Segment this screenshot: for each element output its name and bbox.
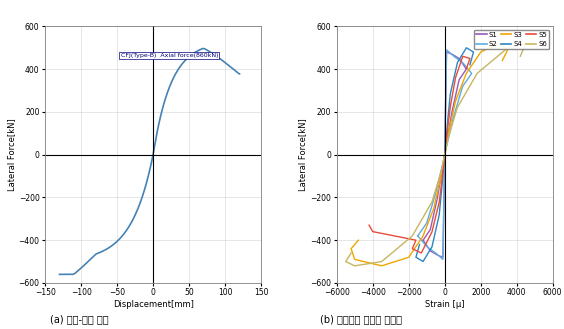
S1 — [450, 53, 456, 57]
S2 — [442, 153, 448, 157]
Line: S1: S1 — [445, 52, 466, 155]
S5 — [443, 132, 450, 136]
S4 — [446, 108, 452, 112]
S5 — [442, 153, 448, 157]
S5 — [442, 146, 449, 150]
S1 — [443, 146, 450, 150]
S5 — [464, 64, 471, 68]
S6 — [517, 54, 524, 58]
S6 — [442, 148, 449, 152]
S2 — [452, 55, 459, 59]
X-axis label: Displacement[mm]: Displacement[mm] — [113, 300, 193, 309]
S4 — [443, 127, 450, 131]
X-axis label: Strain [μ]: Strain [μ] — [425, 300, 465, 309]
Text: CFJ(Type-B)  Axial force(860kN): CFJ(Type-B) Axial force(860kN) — [121, 53, 218, 58]
S4 — [466, 63, 473, 67]
S2 — [447, 51, 453, 55]
S4 — [463, 46, 470, 50]
S3 — [495, 41, 502, 45]
S3 — [443, 144, 450, 148]
S5 — [463, 67, 470, 71]
S4 — [442, 153, 448, 157]
S2 — [442, 102, 449, 106]
Text: (b) 두부보강 철근의 변형률: (b) 두부보강 철근의 변형률 — [320, 315, 402, 324]
S2 — [442, 119, 449, 123]
S6 — [519, 48, 526, 52]
S5 — [442, 148, 448, 152]
S6 — [443, 146, 450, 150]
Y-axis label: Lateral Force[kN]: Lateral Force[kN] — [7, 118, 16, 191]
S2 — [443, 147, 450, 151]
S3 — [442, 147, 449, 151]
S2 — [443, 48, 450, 52]
S4 — [468, 57, 475, 61]
Y-axis label: Lateral Force[kN]: Lateral Force[kN] — [298, 118, 307, 191]
S1 — [442, 120, 449, 124]
Line: S4: S4 — [445, 48, 474, 155]
Line: S2: S2 — [445, 50, 472, 155]
S6 — [450, 118, 457, 122]
S1 — [442, 153, 448, 157]
S1 — [442, 153, 448, 157]
S6 — [442, 153, 448, 157]
S1 — [446, 51, 453, 55]
S3 — [447, 122, 454, 126]
S3 — [451, 104, 458, 108]
S4 — [442, 145, 449, 149]
S5 — [446, 118, 452, 122]
Line: S5: S5 — [445, 56, 470, 155]
S4 — [442, 147, 448, 151]
S6 — [518, 51, 525, 55]
S1 — [442, 103, 449, 107]
S4 — [468, 59, 474, 63]
S2 — [442, 150, 449, 154]
S1 — [442, 149, 449, 153]
S5 — [465, 62, 472, 66]
S5 — [460, 54, 466, 58]
S3 — [442, 153, 448, 157]
Line: S6: S6 — [445, 43, 526, 155]
S3 — [499, 59, 506, 63]
Line: S3: S3 — [445, 43, 508, 155]
S6 — [446, 132, 453, 136]
S3 — [502, 53, 509, 57]
S6 — [522, 41, 529, 45]
S3 — [501, 55, 508, 59]
S2 — [442, 153, 448, 157]
Legend: S1, S2, S3, S4, S5, S6: S1, S2, S3, S4, S5, S6 — [474, 30, 549, 49]
Text: (a) 하중-변위 공선: (a) 하중-변위 공선 — [50, 315, 108, 324]
S1 — [443, 50, 450, 54]
